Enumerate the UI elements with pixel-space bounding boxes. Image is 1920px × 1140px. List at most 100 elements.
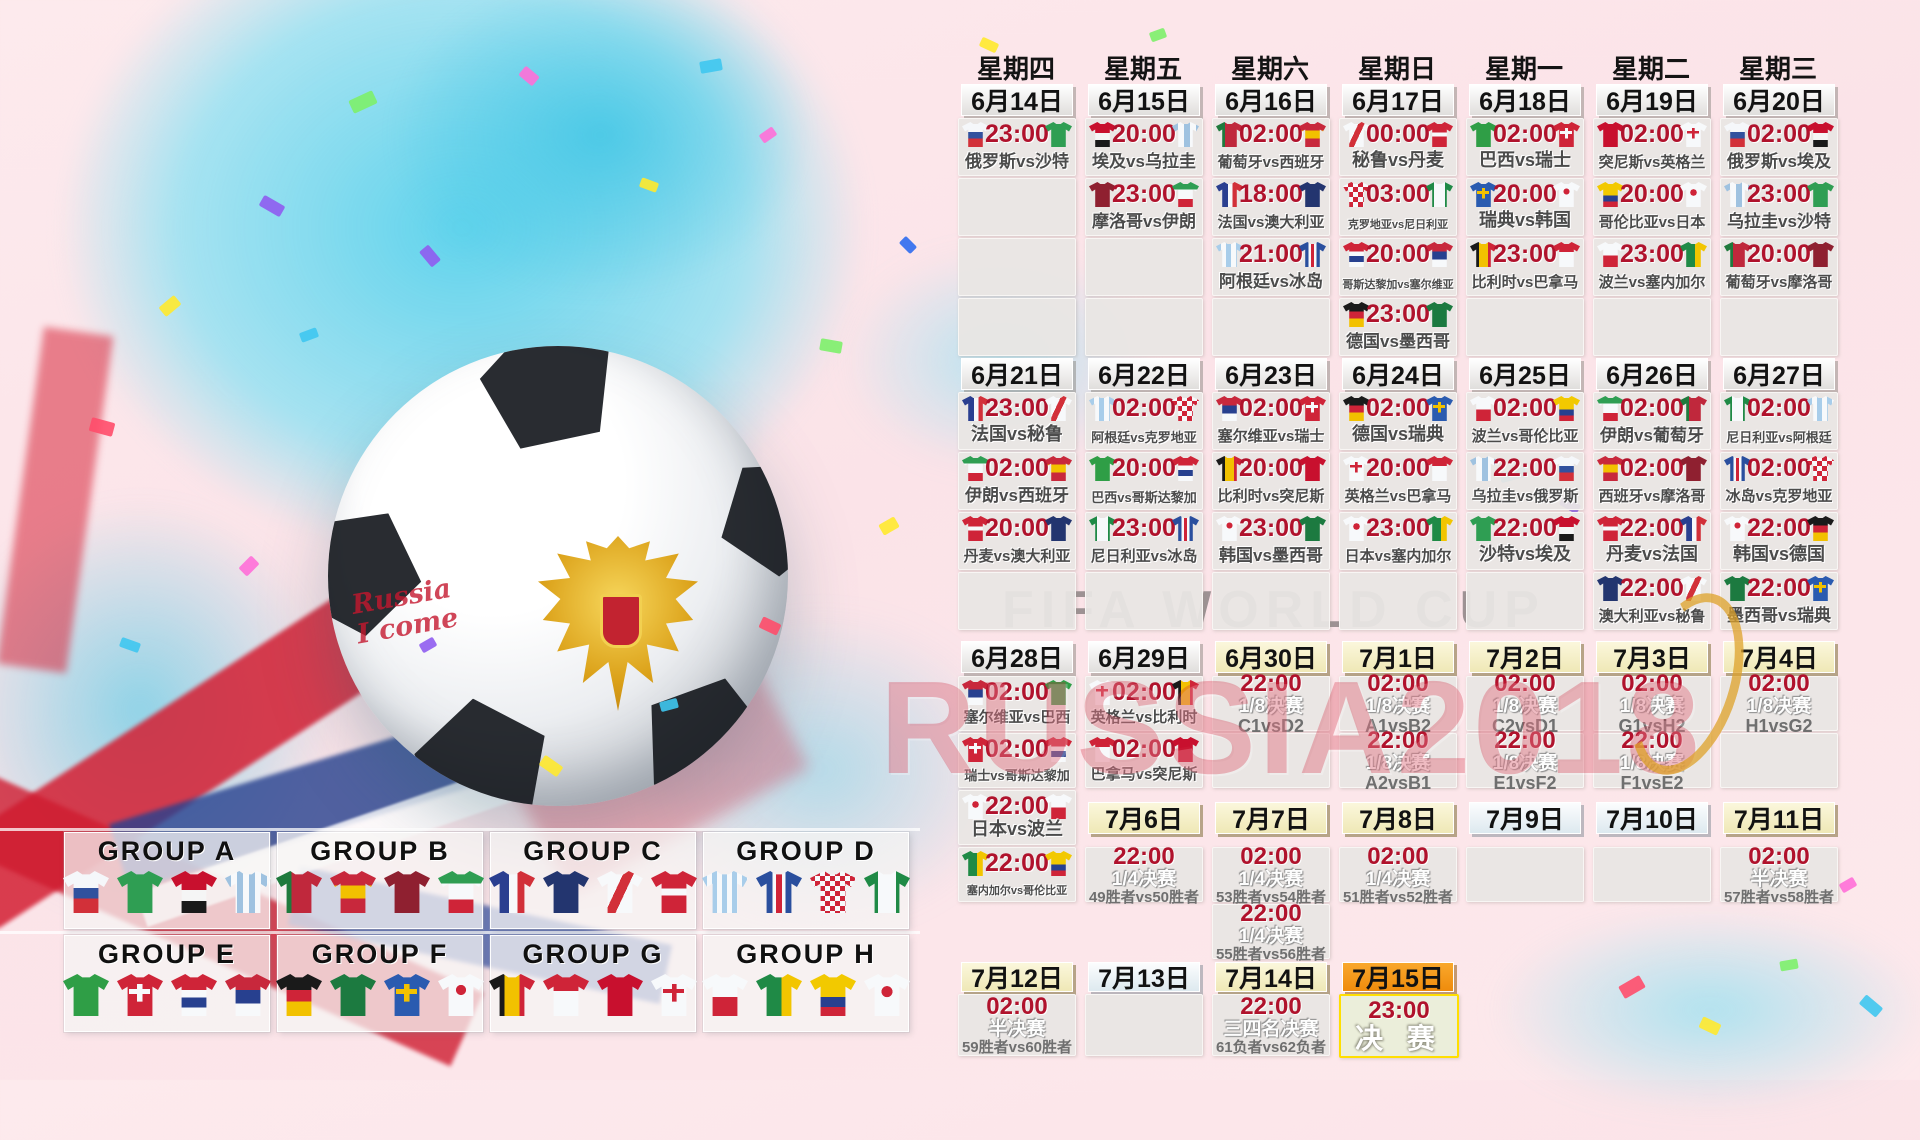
match-teams: 哥伦比亚vs日本 [1598,214,1706,231]
final-match-cell: 23:00 决 赛 [1339,994,1459,1058]
knockout-pair: 57胜者vs58胜者 [1723,888,1835,906]
date-header: 6月28日 [961,641,1073,673]
match-teams: 德国vs瑞典 [1351,424,1445,444]
empty-cell [1212,572,1330,630]
group-box: GROUP H [702,935,910,1032]
match-time: 23:00 [1747,180,1811,208]
knockout-time: 02:00 [1367,670,1429,697]
date-header: 7月3日 [1596,641,1708,673]
match-cell: 02:00 波兰vs哥伦比亚 [1466,392,1584,450]
empty-cell [1466,847,1584,902]
knockout-time: 02:00 [1748,670,1810,697]
knockout-stage: 1/4决赛 [1238,868,1304,890]
date-header: 7月1日 [1342,641,1454,673]
knockout-stage: 1/8决赛 [1365,696,1431,717]
match-teams: 丹麦vs法国 [1605,544,1699,564]
knockout-time: 22:00 [1240,670,1302,697]
match-cell: 22:00 丹麦vs法国 [1593,512,1711,570]
knockout-pair: 53胜者vs54胜者 [1215,888,1327,906]
knockout-pair: H1vsG2 [1745,716,1813,736]
knockout-time: 02:00 [1367,842,1429,870]
date-header: 7月6日 [1088,802,1200,834]
match-cell: 23:00 韩国vs墨西哥 [1212,512,1330,570]
date-header: 7月10日 [1596,802,1708,834]
match-cell: 02:00 冰岛vs克罗地亚 [1720,452,1838,510]
match-time: 20:00 [1493,180,1557,208]
empty-cell [1720,733,1838,788]
knockout-cell: 22:00 1/8决赛 F1vsE2 [1593,729,1711,792]
date-header: 7月13日 [1088,962,1200,993]
match-teams: 澳大利亚vs秘鲁 [1598,608,1706,625]
match-time: 22:00 [1747,514,1811,542]
match-teams: 法国vs澳大利亚 [1217,214,1325,231]
match-teams: 突尼斯vs英格兰 [1598,154,1706,171]
date-header: 6月23日 [1215,358,1327,390]
match-teams: 塞内加尔vs哥伦比亚 [966,885,1068,897]
match-teams: 瑞士vs哥斯达黎加 [964,768,1070,783]
match-teams: 阿根廷vs克罗地亚 [1091,430,1197,445]
match-time: 02:00 [1620,394,1684,422]
knockout-pair: 51胜者vs52胜者 [1342,888,1454,906]
match-teams: 日本vs波兰 [970,819,1064,839]
knockout-pair: G1vsH2 [1618,716,1686,736]
match-cell: 02:00 瑞士vs哥斯达黎加 [958,733,1076,788]
match-cell: 02:00 俄罗斯vs埃及 [1720,118,1838,176]
match-teams: 墨西哥vs瑞典 [1727,606,1831,625]
date-header: 6月14日 [961,84,1073,116]
match-time: 22:00 [1620,574,1684,602]
match-cell: 02:00 尼日利亚vs阿根廷 [1720,392,1838,450]
match-teams: 阿根廷vs冰岛 [1219,272,1323,291]
knockout-cell: 22:00 1/8决赛 E1vsF2 [1466,729,1584,792]
date-header: 6月19日 [1596,84,1708,116]
date-header: 6月18日 [1469,84,1581,116]
match-teams: 韩国vs德国 [1732,544,1826,564]
weekday-label: 星期六 [1230,53,1309,84]
match-cell: 02:00 伊朗vs西班牙 [958,452,1076,510]
match-time: 02:00 [985,735,1049,763]
match-time: 22:00 [1747,574,1811,602]
match-cell: 23:00 波兰vs塞内加尔 [1593,238,1711,296]
match-teams: 英格兰vs巴拿马 [1344,488,1452,505]
match-cell: 20:00 英格兰vs巴拿马 [1339,452,1457,510]
match-cell: 22:00 韩国vs德国 [1720,512,1838,570]
match-teams: 法国vs秘鲁 [970,424,1064,444]
match-time: 02:00 [1112,735,1176,763]
match-cell: 02:00 巴西vs瑞士 [1466,118,1584,176]
knockout-stage: 1/4决赛 [1111,868,1177,890]
knockout-stage: 1/8决赛 [1365,753,1431,774]
match-time: 20:00 [1747,240,1811,268]
match-cell: 02:00 突尼斯vs英格兰 [1593,118,1711,176]
match-cell: 02:00 巴拿马vs突尼斯 [1085,733,1203,788]
date-header: 6月20日 [1723,84,1835,116]
final-label: 决 赛 [1355,1023,1443,1054]
knockout-stage: 三四名决赛 [1223,1019,1319,1040]
match-time: 02:00 [1747,120,1811,148]
match-time: 03:00 [1366,180,1430,208]
match-teams: 日本vs塞内加尔 [1344,548,1452,565]
match-time: 02:00 [1112,678,1176,706]
date-header: 7月9日 [1469,802,1581,834]
knockout-stage: 1/8决赛 [1619,753,1685,774]
knockout-stage: 半决赛 [1750,868,1808,890]
knockout-cell: 22:00 三四名决赛 61负者vs62负者 [1212,994,1330,1056]
match-time: 22:00 [1620,514,1684,542]
match-cell: 02:00 伊朗vs葡萄牙 [1593,392,1711,450]
weekday-label: 星期五 [1103,53,1182,84]
match-teams: 摩洛哥vs伊朗 [1092,212,1196,231]
match-teams: 俄罗斯vs沙特 [965,152,1069,171]
match-time: 02:00 [1493,120,1557,148]
empty-cell [1466,572,1584,630]
date-header: 6月25日 [1469,358,1581,390]
match-teams: 沙特vs埃及 [1478,544,1572,564]
match-cell: 23:00 乌拉圭vs沙特 [1720,178,1838,236]
match-time: 02:00 [1747,454,1811,482]
knockout-time: 02:00 [1240,842,1302,870]
match-cell: 20:00 丹麦vs澳大利亚 [958,512,1076,570]
match-time: 22:00 [985,792,1049,820]
knockout-stage: 1/4决赛 [1238,925,1304,947]
empty-cell [958,572,1076,630]
match-time: 02:00 [1366,394,1430,422]
match-time: 00:00 [1366,120,1430,148]
match-cell: 22:00 澳大利亚vs秘鲁 [1593,572,1711,630]
empty-cell [958,178,1076,236]
